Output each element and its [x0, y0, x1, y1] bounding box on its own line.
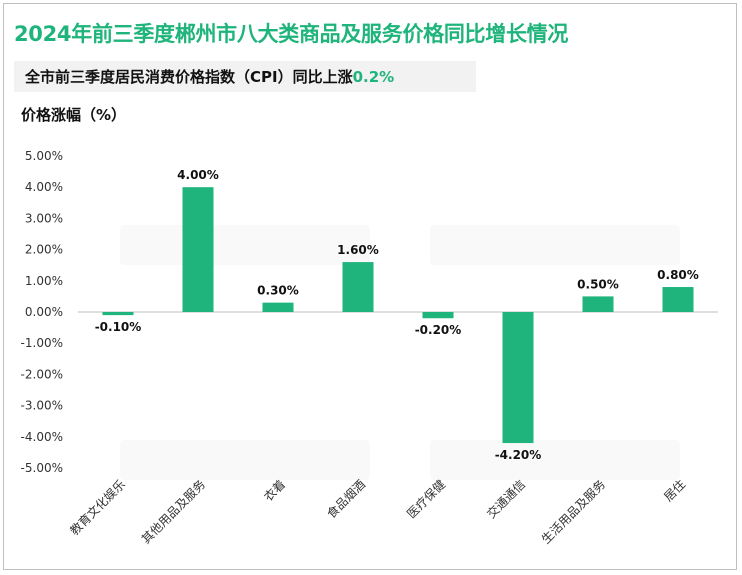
y-tick-label: 0.00% — [25, 305, 63, 319]
data-label: 0.80% — [657, 268, 699, 282]
chart-subtitle: 全市前三季度居民消费价格指数（CPI）同比上涨0.2% — [25, 66, 394, 87]
watermark-mark — [120, 440, 370, 480]
category-label: 教育文化娱乐 — [67, 477, 129, 539]
bars — [102, 187, 694, 444]
data-label: -0.10% — [95, 320, 142, 334]
y-tick-label: 4.00% — [25, 180, 63, 194]
category-label: 食品烟酒 — [324, 477, 369, 522]
bar — [182, 187, 214, 312]
category-label: 生活用品及服务 — [538, 477, 608, 547]
category-label: 医疗保健 — [404, 477, 448, 521]
bar — [422, 312, 454, 319]
data-label: 1.60% — [337, 243, 379, 257]
bar — [662, 287, 694, 312]
data-label: 0.50% — [577, 277, 619, 291]
y-tick-label: 5.00% — [25, 149, 63, 163]
bar — [342, 262, 374, 312]
bar — [502, 312, 534, 444]
data-labels: -0.10% 4.00% 0.30% 1.60% -0.20% -4.20% 0.50% 0.… — [95, 168, 699, 462]
bar — [582, 296, 614, 312]
category-labels: 教育文化娱乐 其他用品及服务 衣着 食品烟酒 医疗保健 交通通信 生活用品及服务 居住 — [67, 477, 689, 547]
data-label: 0.30% — [257, 284, 299, 298]
y-tick-label: 1.00% — [25, 274, 63, 288]
subtitle-box — [14, 61, 476, 92]
bar — [262, 302, 294, 312]
category-label: 其他用品及服务 — [138, 477, 208, 547]
y-tick-label: 2.00% — [25, 243, 63, 257]
y-tick-label: -5.00% — [21, 461, 63, 475]
y-tick-label: -1.00% — [21, 336, 63, 350]
y-axis-label: 价格涨幅（%） — [21, 106, 127, 124]
data-label: -4.20% — [495, 448, 542, 462]
data-label: -0.20% — [415, 323, 462, 337]
category-label: 衣着 — [261, 477, 289, 505]
y-axis-ticks: 5.00% 4.00% 3.00% 2.00% 1.00% 0.00% -1.00% -2.0… — [21, 149, 63, 475]
watermark-mark — [430, 440, 680, 480]
y-tick-label: -4.00% — [21, 430, 63, 444]
category-label: 交通通信 — [484, 477, 529, 522]
y-tick-label: -2.00% — [21, 367, 63, 381]
watermark-mark — [430, 225, 680, 265]
y-tick-label: 3.00% — [25, 211, 63, 225]
bar — [102, 312, 134, 316]
subtitle-highlight: 0.2% — [352, 68, 395, 86]
category-label: 居住 — [661, 477, 688, 504]
subtitle-text: 全市前三季度居民消费价格指数（CPI）同比上涨 — [25, 68, 353, 86]
chart-title: 2024年前三季度郴州市八大类商品及服务价格同比增长情况 — [14, 22, 569, 46]
data-label: 4.00% — [177, 168, 219, 182]
watermark-mark — [120, 225, 370, 265]
y-tick-label: -3.00% — [21, 399, 63, 413]
